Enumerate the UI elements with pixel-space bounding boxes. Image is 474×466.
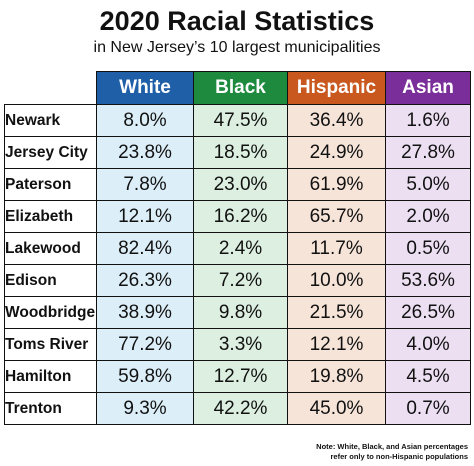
value-cell-black: 23.0% [193, 168, 288, 201]
table-row: Jersey City 23.8% 18.5% 24.9% 27.8% [4, 136, 471, 169]
value-cell-black: 18.5% [193, 136, 288, 169]
value-cell-asian: 4.5% [385, 360, 471, 393]
value-cell-hispanic: 21.5% [287, 296, 386, 329]
row-label: Hamilton [4, 360, 97, 393]
table-row: Woodbridge 38.9% 9.8% 21.5% 26.5% [4, 296, 471, 329]
value-cell-asian: 2.0% [385, 200, 471, 233]
footnote-line-2: refer only to non-Hispanic populations [330, 452, 468, 461]
value-cell-white: 26.3% [96, 264, 194, 297]
value-cell-asian: 26.5% [385, 296, 471, 329]
value-cell-black: 9.8% [193, 296, 288, 329]
table-row: Newark 8.0% 47.5% 36.4% 1.6% [4, 104, 471, 137]
table-row: Trenton 9.3% 42.2% 45.0% 0.7% [4, 392, 471, 425]
value-cell-white: 77.2% [96, 328, 194, 361]
value-cell-hispanic: 61.9% [287, 168, 386, 201]
row-label: Jersey City [4, 136, 97, 169]
value-cell-asian: 4.0% [385, 328, 471, 361]
value-cell-hispanic: 19.8% [287, 360, 386, 393]
column-header-asian: Asian [385, 71, 471, 105]
row-label: Edison [4, 264, 97, 297]
table-row: Lakewood 82.4% 2.4% 11.7% 0.5% [4, 232, 471, 265]
value-cell-black: 16.2% [193, 200, 288, 233]
table-row: Hamilton 59.8% 12.7% 19.8% 4.5% [4, 360, 471, 393]
value-cell-asian: 53.6% [385, 264, 471, 297]
value-cell-black: 47.5% [193, 104, 288, 137]
value-cell-black: 3.3% [193, 328, 288, 361]
chart-title: 2020 Racial Statistics [99, 6, 375, 36]
column-header-white: White [96, 71, 194, 105]
footnote-line-1: Note: White, Black, and Asian percentage… [316, 442, 468, 451]
table-body: Newark 8.0% 47.5% 36.4% 1.6% Jersey City 23.8%… [4, 104, 471, 425]
value-cell-white: 8.0% [96, 104, 194, 137]
column-header-black: Black [193, 71, 288, 105]
table-row: Toms River 77.2% 3.3% 12.1% 4.0% [4, 328, 471, 361]
value-cell-white: 82.4% [96, 232, 194, 265]
value-cell-white: 59.8% [96, 360, 194, 393]
value-cell-asian: 0.7% [385, 392, 471, 425]
value-cell-white: 23.8% [96, 136, 194, 169]
value-cell-hispanic: 65.7% [287, 200, 386, 233]
value-cell-hispanic: 11.7% [287, 232, 386, 265]
row-label: Trenton [4, 392, 97, 425]
table-row: Paterson 7.8% 23.0% 61.9% 5.0% [4, 168, 471, 201]
value-cell-hispanic: 24.9% [287, 136, 386, 169]
value-cell-white: 7.8% [96, 168, 194, 201]
value-cell-hispanic: 12.1% [287, 328, 386, 361]
value-cell-black: 12.7% [193, 360, 288, 393]
value-cell-asian: 1.6% [385, 104, 471, 137]
row-label: Paterson [4, 168, 97, 201]
row-label: Lakewood [4, 232, 97, 265]
row-label: Woodbridge [4, 296, 97, 329]
footnote: Note: White, Black, and Asian percentage… [316, 442, 468, 462]
value-cell-black: 2.4% [193, 232, 288, 265]
value-cell-asian: 0.5% [385, 232, 471, 265]
table-row: Elizabeth 12.1% 16.2% 65.7% 2.0% [4, 200, 471, 233]
row-label: Elizabeth [4, 200, 97, 233]
value-cell-hispanic: 36.4% [287, 104, 386, 137]
stats-table: White Black Hispanic Asian Newark 8.0% 47.5% 3… [4, 71, 471, 425]
corner-cell [4, 71, 97, 105]
table-row: Edison 26.3% 7.2% 10.0% 53.6% [4, 264, 471, 297]
row-label: Newark [4, 104, 97, 137]
chart-subtitle: in New Jersey’s 10 largest municipalitie… [93, 39, 381, 56]
value-cell-white: 38.9% [96, 296, 194, 329]
value-cell-white: 12.1% [96, 200, 194, 233]
value-cell-hispanic: 45.0% [287, 392, 386, 425]
header-row: White Black Hispanic Asian [4, 71, 471, 105]
column-header-hispanic: Hispanic [287, 71, 386, 105]
value-cell-white: 9.3% [96, 392, 194, 425]
value-cell-black: 7.2% [193, 264, 288, 297]
value-cell-black: 42.2% [193, 392, 288, 425]
value-cell-hispanic: 10.0% [287, 264, 386, 297]
value-cell-asian: 27.8% [385, 136, 471, 169]
value-cell-asian: 5.0% [385, 168, 471, 201]
row-label: Toms River [4, 328, 97, 361]
